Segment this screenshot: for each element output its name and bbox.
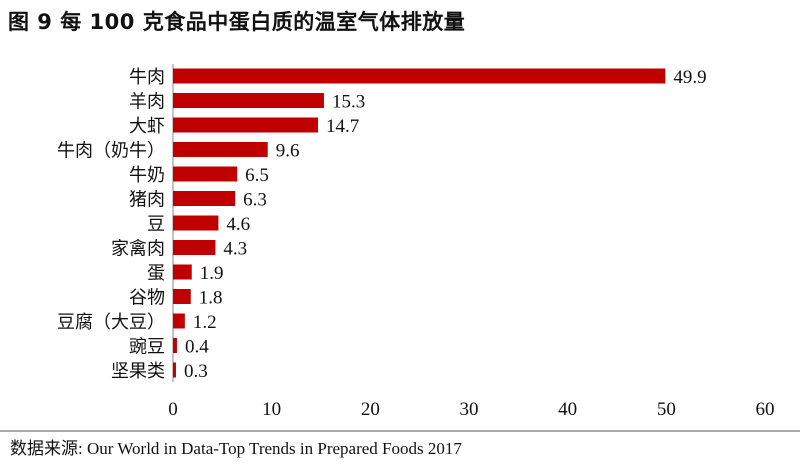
category-label: 蛋: [147, 263, 165, 284]
bar: [173, 240, 216, 255]
bar: [173, 215, 219, 231]
bar: [173, 117, 319, 133]
data-label: 14.7: [326, 116, 359, 137]
x-tick-label: 60: [756, 399, 775, 420]
x-tick-label: 30: [460, 399, 479, 420]
data-label: 49.9: [673, 67, 706, 88]
category-label: 豆: [147, 214, 165, 235]
bar: [173, 289, 191, 304]
category-label: 牛肉（奶牛）: [57, 141, 165, 162]
source-note: 数据来源: Our World in Data-Top Trends in Pr…: [10, 439, 462, 458]
bar: [173, 93, 324, 108]
x-tick-label: 50: [657, 399, 676, 420]
bar: [173, 142, 268, 157]
bar: [173, 362, 176, 378]
category-label: 豌豆: [129, 337, 165, 358]
data-label: 15.3: [332, 92, 365, 113]
x-tick-label: 40: [558, 399, 577, 420]
bar-chart: 牛肉 49.9 羊肉 15.3 大虾 14.7 牛肉（奶牛） 9.6 牛奶 6.5 猪肉 6.3 豆 4.…: [57, 64, 775, 420]
bar: [173, 68, 666, 84]
category-label: 牛肉: [129, 67, 165, 88]
data-label: 1.2: [193, 312, 217, 333]
x-tick-label: 10: [262, 399, 281, 420]
category-label: 牛奶: [129, 165, 165, 186]
category-label: 羊肉: [129, 92, 165, 113]
category-label: 大虾: [129, 116, 165, 137]
data-label: 4.3: [223, 239, 247, 260]
data-label: 1.8: [199, 288, 223, 309]
category-label: 豆腐（大豆）: [57, 312, 165, 333]
bar: [173, 264, 192, 280]
x-tick-label: 20: [361, 399, 380, 420]
data-label: 0.4: [185, 337, 209, 358]
data-label: 6.3: [243, 190, 267, 211]
category-label: 家禽肉: [111, 239, 165, 260]
category-label: 坚果类: [111, 361, 165, 382]
x-tick-label: 0: [168, 399, 178, 420]
divider: [0, 430, 800, 432]
category-label: 猪肉: [129, 190, 165, 211]
data-label: 1.9: [200, 263, 224, 284]
chart-title: 图 9 每 100 克食品中蛋白质的温室气体排放量: [8, 10, 466, 34]
data-label: 4.6: [226, 214, 250, 235]
data-label: 6.5: [245, 165, 269, 186]
bar: [173, 338, 177, 353]
data-label: 9.6: [276, 141, 300, 162]
category-label: 谷物: [129, 288, 165, 309]
bar: [173, 166, 238, 182]
bar: [173, 313, 185, 329]
bar: [173, 191, 236, 206]
data-label: 0.3: [184, 361, 208, 382]
